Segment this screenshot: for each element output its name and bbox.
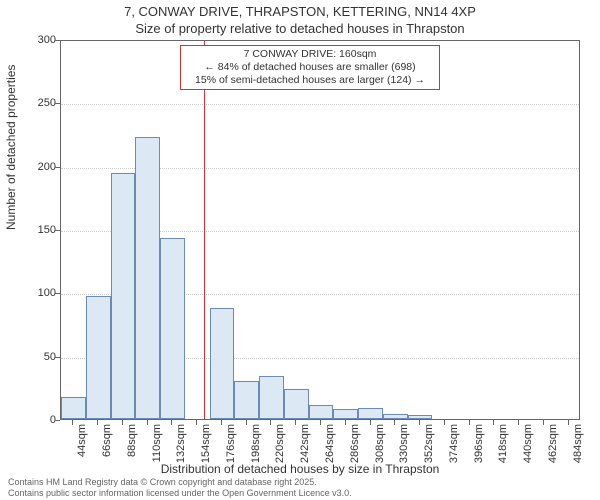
y-tick-mark [55, 230, 60, 231]
histogram-bar [259, 376, 284, 419]
y-tick-mark [55, 357, 60, 358]
reference-line [204, 41, 205, 419]
x-tick-mark [444, 420, 445, 425]
y-tick-mark [55, 40, 60, 41]
x-tick-label: 396sqm [473, 424, 485, 474]
x-tick-label: 198sqm [250, 424, 262, 474]
y-axis-label: Number of detached properties [4, 65, 18, 230]
annotation-line3: 15% of semi-detached houses are larger (… [185, 74, 435, 87]
y-tick-label: 100 [16, 287, 56, 299]
x-tick-mark [518, 420, 519, 425]
x-tick-label: 132sqm [175, 424, 187, 474]
x-tick-mark [370, 420, 371, 425]
histogram-bar [86, 296, 111, 419]
y-tick-label: 200 [16, 161, 56, 173]
chart-title-line1: 7, CONWAY DRIVE, THRAPSTON, KETTERING, N… [0, 4, 600, 19]
histogram-bar [111, 173, 136, 419]
x-tick-mark [221, 420, 222, 425]
x-tick-mark [493, 420, 494, 425]
y-tick-mark [55, 293, 60, 294]
histogram-bar [135, 137, 160, 419]
x-tick-label: 44sqm [76, 424, 88, 474]
footer-line2: Contains public sector information licen… [8, 488, 352, 498]
x-tick-mark [270, 420, 271, 425]
x-tick-label: 66sqm [101, 424, 113, 474]
x-tick-label: 418sqm [497, 424, 509, 474]
annotation-box: 7 CONWAY DRIVE: 160sqm ← 84% of detached… [180, 45, 440, 90]
histogram-bar [408, 415, 433, 419]
x-tick-label: 242sqm [299, 424, 311, 474]
x-tick-label: 154sqm [200, 424, 212, 474]
annotation-line1: 7 CONWAY DRIVE: 160sqm [185, 48, 435, 61]
x-tick-mark [295, 420, 296, 425]
chart-title-line2: Size of property relative to detached ho… [0, 21, 600, 36]
x-tick-mark [147, 420, 148, 425]
x-tick-label: 176sqm [225, 424, 237, 474]
x-tick-mark [320, 420, 321, 425]
x-tick-label: 374sqm [448, 424, 460, 474]
x-tick-mark [246, 420, 247, 425]
y-tick-label: 0 [16, 414, 56, 426]
histogram-bar [61, 397, 86, 419]
x-tick-mark [171, 420, 172, 425]
x-tick-mark [419, 420, 420, 425]
x-tick-label: 88sqm [126, 424, 138, 474]
x-tick-label: 264sqm [324, 424, 336, 474]
x-tick-mark [97, 420, 98, 425]
histogram-bar [284, 389, 309, 419]
x-tick-mark [469, 420, 470, 425]
x-tick-mark [543, 420, 544, 425]
histogram-chart: 7, CONWAY DRIVE, THRAPSTON, KETTERING, N… [0, 0, 600, 500]
x-tick-mark [345, 420, 346, 425]
x-tick-mark [196, 420, 197, 425]
x-tick-label: 352sqm [423, 424, 435, 474]
x-tick-mark [568, 420, 569, 425]
x-tick-label: 330sqm [398, 424, 410, 474]
y-tick-mark [55, 103, 60, 104]
histogram-bar [210, 308, 235, 419]
x-tick-label: 308sqm [374, 424, 386, 474]
x-tick-label: 484sqm [572, 424, 584, 474]
x-tick-mark [122, 420, 123, 425]
y-tick-mark [55, 167, 60, 168]
histogram-bar [333, 409, 358, 419]
histogram-bar [358, 408, 383, 419]
plot-area [60, 40, 580, 420]
footer-line1: Contains HM Land Registry data © Crown c… [8, 477, 352, 487]
histogram-bar [309, 405, 334, 419]
y-tick-label: 150 [16, 224, 56, 236]
x-tick-label: 286sqm [349, 424, 361, 474]
histogram-bar [383, 414, 408, 419]
y-tick-label: 50 [16, 351, 56, 363]
footer-attribution: Contains HM Land Registry data © Crown c… [8, 477, 352, 498]
gridline [61, 104, 579, 105]
x-tick-mark [394, 420, 395, 425]
x-tick-mark [72, 420, 73, 425]
annotation-line2: ← 84% of detached houses are smaller (69… [185, 61, 435, 74]
x-tick-label: 220sqm [274, 424, 286, 474]
y-tick-mark [55, 420, 60, 421]
x-tick-label: 110sqm [151, 424, 163, 474]
histogram-bar [160, 238, 185, 419]
y-tick-label: 300 [16, 34, 56, 46]
histogram-bar [234, 381, 259, 419]
x-tick-label: 440sqm [522, 424, 534, 474]
x-tick-label: 462sqm [547, 424, 559, 474]
y-tick-label: 250 [16, 97, 56, 109]
